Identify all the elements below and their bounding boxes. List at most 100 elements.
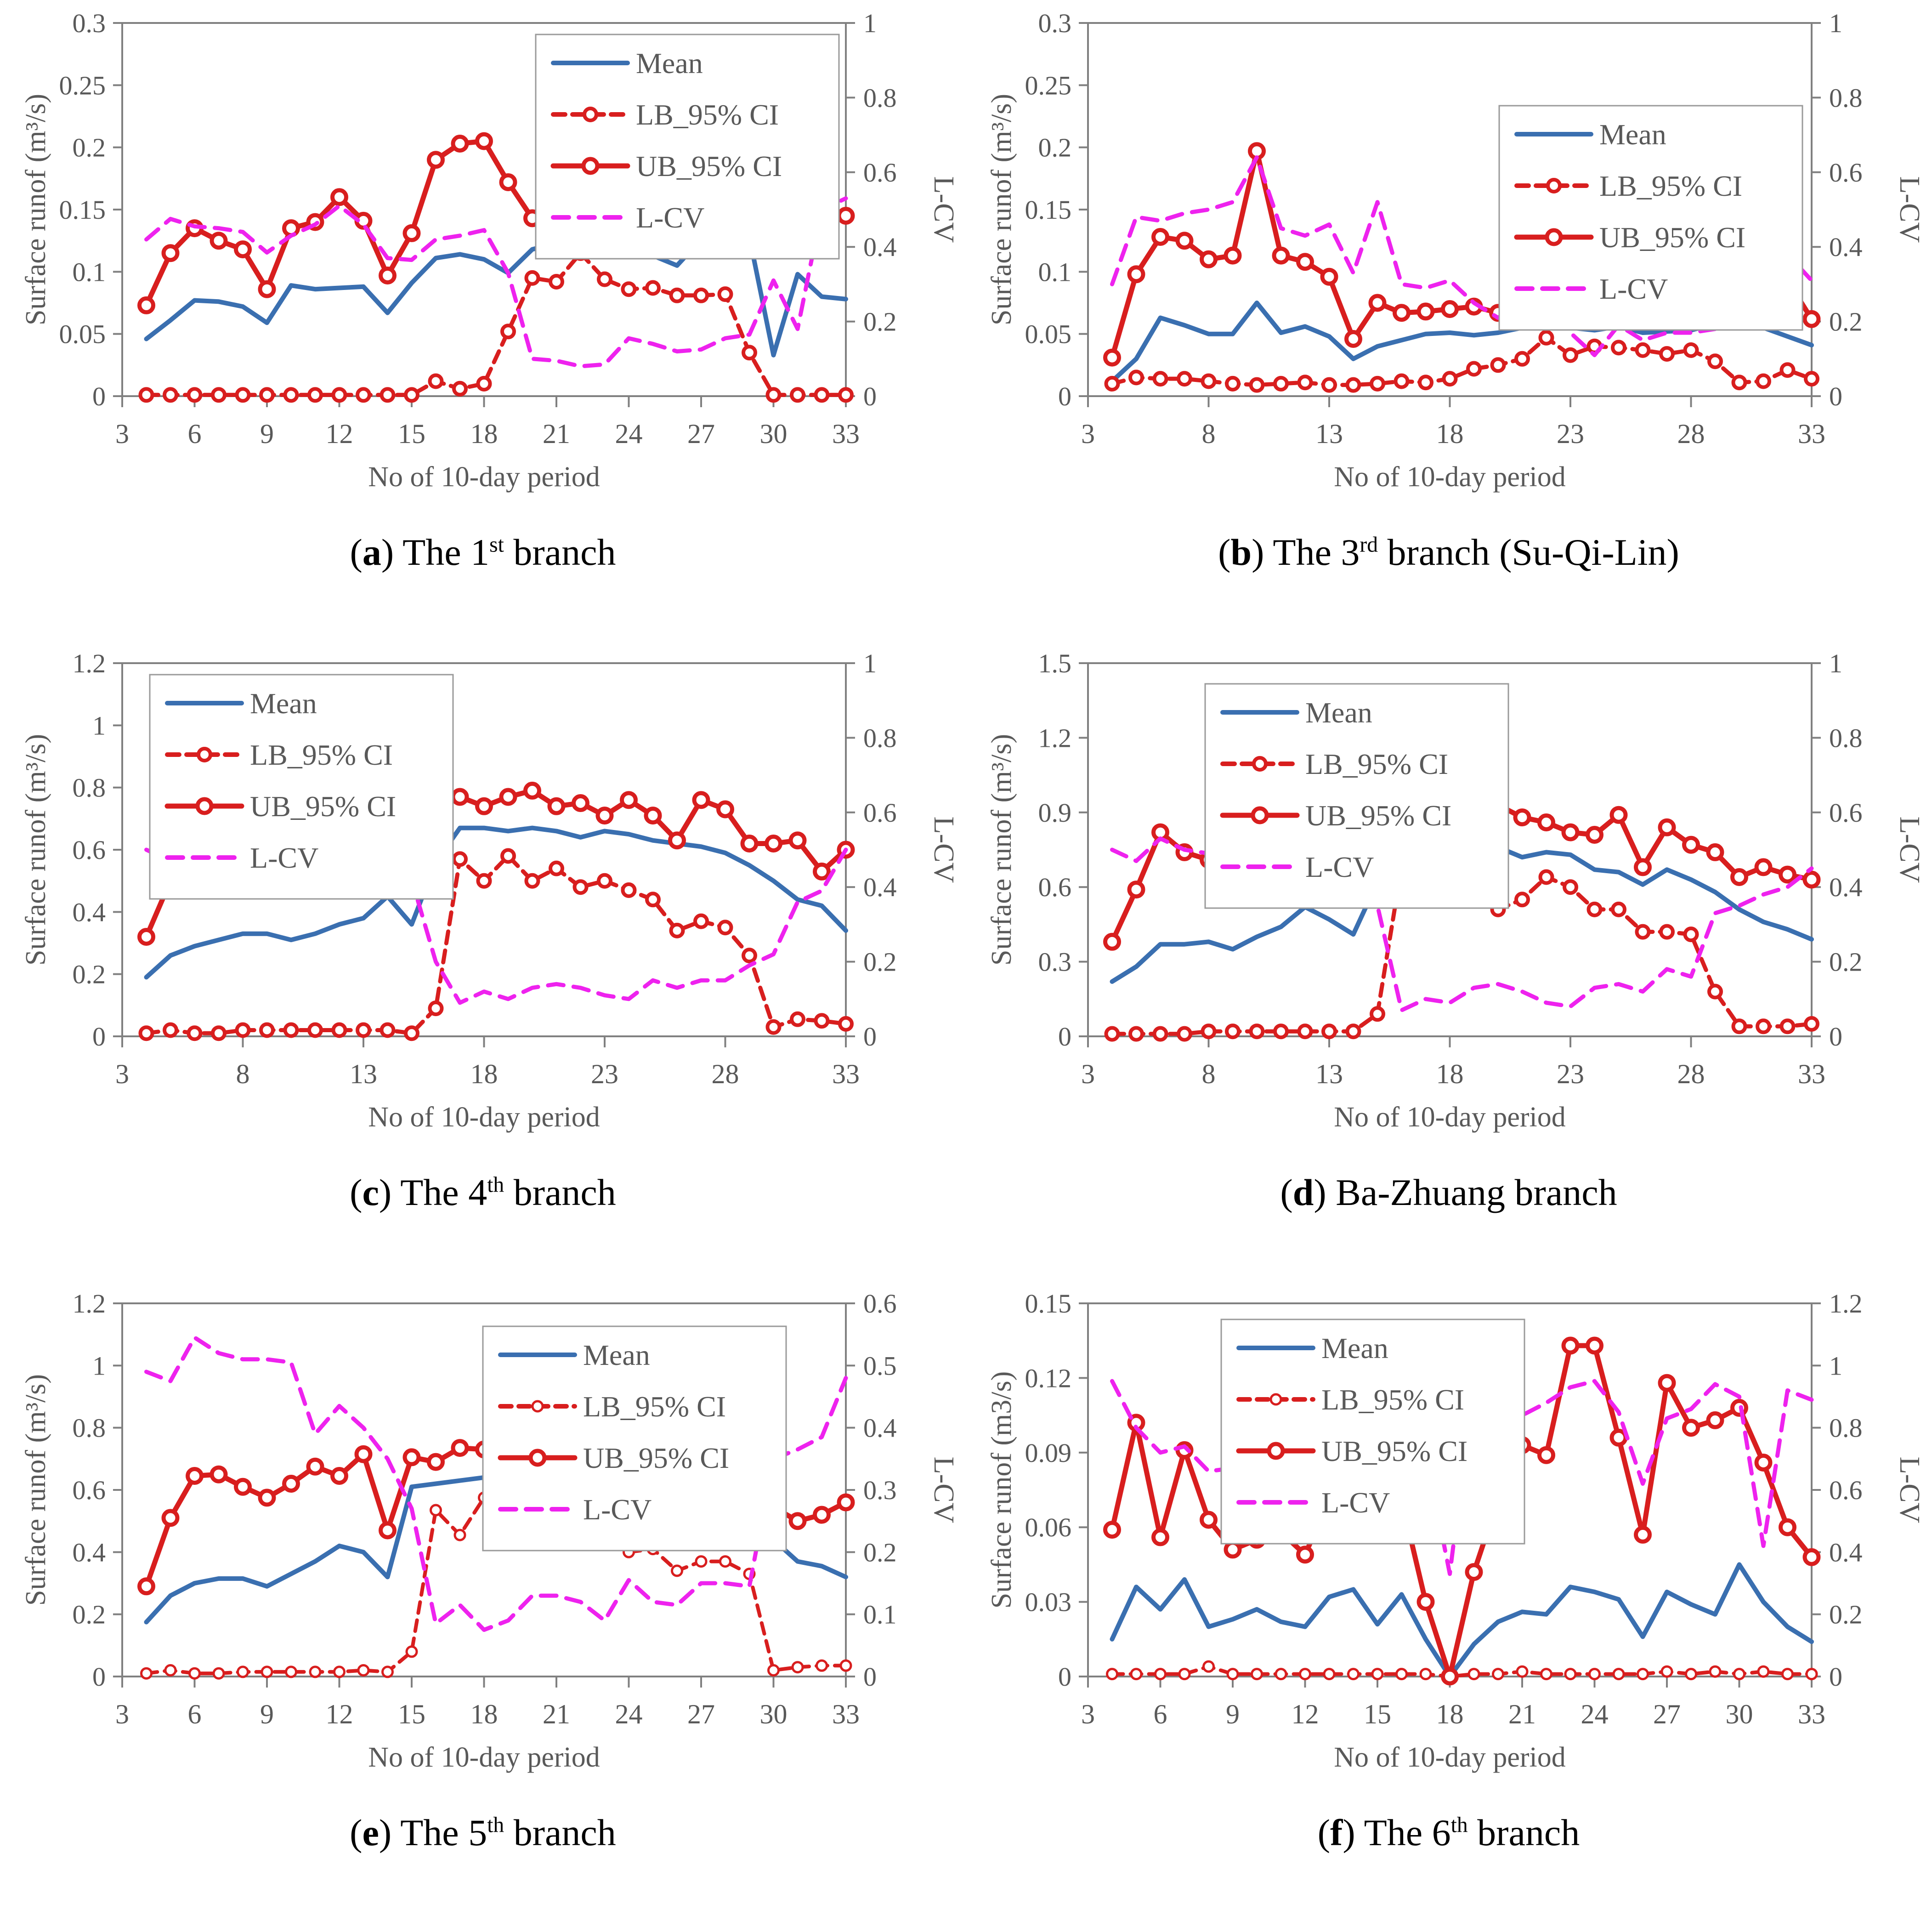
legend-label: Mean [250, 687, 317, 720]
tick-label: 0.6 [863, 158, 897, 188]
tick-label: 0.8 [863, 83, 897, 113]
y2-axis-label: L-CV [1894, 817, 1920, 883]
series-lb [1110, 335, 1814, 387]
tick-label: 0.4 [863, 232, 897, 262]
tick-label: 15 [398, 1699, 425, 1729]
series-lbthin [1110, 1665, 1813, 1678]
chart-canvas-f: 0 0.03 0.06 0.09 0.12 0.15 0 0.2 0.4 0.6 0.8 1 1.2 3 6… [978, 1280, 1920, 1774]
tick-label: 0.12 [1025, 1363, 1072, 1393]
tick-label: 0.2 [863, 307, 897, 337]
tick-label: 0.8 [863, 723, 897, 753]
tick-label: 1 [92, 710, 106, 740]
legend-label: Mean [1321, 1332, 1388, 1364]
series-lb-markers [138, 245, 854, 403]
tick-label: 0 [863, 1662, 877, 1692]
tick-label: 0.9 [1038, 798, 1072, 828]
series-lb [144, 251, 848, 397]
tick-label: 15 [1364, 1699, 1391, 1729]
legend: Mean LB_95% CI UB_95% CI L-CV [1220, 1319, 1525, 1545]
x-axis: 3 8 13 18 23 28 33 [115, 1036, 860, 1089]
legend-label: L-CV [636, 201, 704, 234]
tick-label: 0.4 [1829, 872, 1863, 902]
tick-label: 18 [1436, 1699, 1464, 1729]
left-axis: 0 0.2 0.4 0.6 0.8 1 1.2 [73, 1289, 122, 1692]
chart-caption-a: (a) The 1st branch [350, 531, 616, 573]
tick-label: 33 [832, 1699, 860, 1729]
tick-label: 0 [1058, 1662, 1071, 1692]
tick-label: 30 [760, 1699, 788, 1729]
tick-label: 3 [1081, 419, 1095, 449]
tick-label: 0.2 [863, 947, 897, 977]
series-group [137, 781, 855, 1041]
tick-label: 33 [1798, 1059, 1825, 1089]
tick-label: 3 [1081, 1059, 1095, 1089]
y2-axis-label: L-CV [1894, 1457, 1920, 1523]
tick-label: 0.2 [1038, 133, 1072, 163]
tick-label: 0.15 [1025, 1289, 1072, 1319]
x-axis: 3 6 9 12 15 18 21 24 27 30 33 [1081, 1677, 1825, 1729]
series-lcv [144, 196, 848, 369]
tick-label: 0.1 [73, 257, 106, 287]
tick-label: 1.2 [73, 648, 106, 678]
tick-label: 28 [1677, 419, 1705, 449]
tick-label: 0.8 [73, 773, 106, 803]
tick-label: 1 [1829, 1351, 1842, 1381]
tick-label: 13 [1315, 1059, 1343, 1089]
legend-label: LB_95% CI [1599, 170, 1742, 202]
x-axis-label: No of 10-day period [368, 461, 600, 493]
chart-d: 0 0.3 0.6 0.9 1.2 1.5 0 0.2 0.4 0.6 0.8 1 3 8 13 18 23 28… [966, 640, 1932, 1280]
chart-caption-e: (e) The 5th branch [350, 1812, 616, 1853]
tick-label: 23 [1557, 419, 1584, 449]
tick-label: 27 [687, 1699, 715, 1729]
x-axis: 3 8 13 18 23 28 33 [1081, 1036, 1825, 1089]
tick-label: 6 [188, 419, 202, 449]
tick-label: 3 [115, 1699, 129, 1729]
right-axis: 0 0.2 0.4 0.6 0.8 1 1.2 [1812, 1289, 1863, 1692]
tick-label: 0.8 [73, 1413, 106, 1443]
tick-label: 0 [92, 1662, 106, 1692]
tick-label: 0.3 [73, 8, 106, 38]
chart-canvas-svg-f: 0 0.03 0.06 0.09 0.12 0.15 0 0.2 0.4 0.6 0.8 1 1.2 3 6… [986, 1289, 1920, 1773]
tick-label: 0 [863, 1022, 877, 1051]
tick-label: 13 [350, 1059, 377, 1089]
legend-label: L-CV [1321, 1486, 1390, 1519]
left-axis: 0 0.3 0.6 0.9 1.2 1.5 [1038, 648, 1088, 1051]
tick-label: 0.8 [1829, 1413, 1863, 1443]
tick-label: 0.3 [863, 1475, 897, 1505]
legend-label: UB_95% CI [1321, 1435, 1467, 1467]
tick-label: 0.8 [1829, 723, 1863, 753]
tick-label: 1 [92, 1351, 106, 1381]
tick-label: 18 [470, 419, 498, 449]
tick-label: 33 [1798, 419, 1825, 449]
legend-label: UB_95% CI [250, 790, 396, 823]
chart-caption-d: (d) Ba-Zhuang branch [1280, 1171, 1617, 1213]
tick-label: 8 [1202, 1059, 1216, 1089]
series-lcv [144, 1335, 848, 1632]
y-axis-label: Surface runof (m3/s) [986, 1371, 1017, 1609]
tick-label: 3 [115, 419, 129, 449]
left-axis: 0 0.05 0.1 0.15 0.2 0.25 0.3 [59, 8, 122, 411]
tick-label: 0 [1829, 1662, 1842, 1692]
tick-label: 0.4 [1829, 1537, 1863, 1567]
legend-label: LB_95% CI [583, 1390, 726, 1423]
right-axis: 0 0.2 0.4 0.6 0.8 1 [846, 8, 897, 411]
tick-label: 0 [1058, 1022, 1071, 1051]
legend-label: Mean [583, 1339, 650, 1371]
tick-label: 1 [863, 648, 877, 678]
series-lcv [1110, 155, 1814, 358]
tick-label: 27 [1653, 1699, 1681, 1729]
legend-label: Mean [1599, 118, 1666, 151]
tick-label: 12 [1292, 1699, 1319, 1729]
y2-axis-label: L-CV [928, 1457, 954, 1523]
tick-label: 0.1 [863, 1600, 897, 1630]
tick-label: 0 [863, 381, 877, 411]
tick-label: 0.05 [1025, 319, 1072, 349]
chart-canvas-c: 0 0.2 0.4 0.6 0.8 1 1.2 0 0.2 0.4 0.6 0.8 1 3 8 13 18 23 2… [12, 640, 954, 1134]
legend-label: L-CV [583, 1493, 652, 1526]
chart-a: 0 0.05 0.1 0.15 0.2 0.25 0.3 0 0.2 0.4 0.6 0.8 1 3 6 9 1… [0, 0, 966, 640]
tick-label: 21 [543, 419, 570, 449]
tick-label: 0.4 [863, 1413, 897, 1443]
chart-canvas-svg-c: 00.20.40.60.811.200.20.40.60.813 8 13 18 23 2… [20, 648, 954, 1133]
x-axis-label: No of 10-day period [1334, 1742, 1565, 1773]
tick-label: 0.6 [1038, 872, 1072, 902]
